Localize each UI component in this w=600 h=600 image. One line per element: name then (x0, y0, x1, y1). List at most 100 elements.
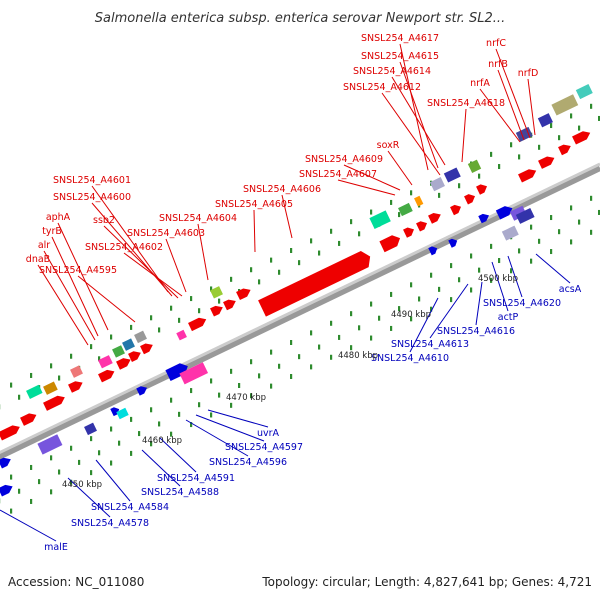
tick-mark (410, 190, 413, 196)
tick-mark (310, 238, 313, 244)
gene-label-reverse: SNSL254_A4584 (91, 502, 169, 513)
leader-line (95, 459, 131, 502)
accession-text: Accession: NC_011080 (8, 575, 144, 589)
gene-feature (416, 221, 428, 232)
tick-mark (470, 287, 473, 293)
tick-mark (150, 441, 153, 447)
tick-mark (358, 325, 361, 331)
tick-mark (218, 392, 221, 398)
tick-mark (250, 393, 253, 399)
gene-feature (210, 286, 223, 299)
leader-line (185, 419, 249, 457)
tick-mark (178, 317, 181, 323)
kbp-label: 4500 kbp (478, 274, 518, 284)
gene-arrow (140, 343, 153, 355)
gene-label-reverse: uvrA (257, 428, 280, 439)
tick-mark (150, 407, 153, 413)
tick-mark (78, 459, 81, 465)
tick-mark (558, 135, 561, 141)
gene-label-forward: SNSL254_A4602 (85, 242, 163, 253)
gene-box (515, 126, 533, 142)
tick-mark (318, 250, 321, 256)
gene-arrow (476, 184, 488, 195)
gene-label-forward: SNSL254_A4614 (353, 66, 431, 77)
gene-box (398, 202, 413, 217)
gene-label-reverse: SNSL254_A4620 (483, 298, 561, 309)
gene-arrow (110, 407, 120, 417)
gene-arrow (464, 194, 476, 205)
tick-mark (98, 356, 101, 362)
gene-box (84, 422, 97, 436)
gene-arrow (98, 369, 115, 383)
tick-mark (498, 164, 501, 170)
tick-mark (90, 436, 93, 442)
gene-feature (0, 425, 20, 441)
gene-label-forward: soxR (377, 140, 400, 151)
tick-mark (250, 359, 253, 365)
kbp-labels: 4450 kbp 4460 kbp 4470 kbp 4480 kbp 4490 kbp… (62, 274, 518, 490)
tick-mark (218, 298, 221, 304)
tick-mark (298, 354, 301, 360)
tick-mark (110, 334, 113, 340)
tick-mark (598, 115, 600, 121)
leader-line (37, 264, 89, 346)
gene-feature (509, 205, 527, 221)
label-leaders (0, 43, 571, 542)
gene-feature (98, 355, 113, 369)
gene-feature (0, 457, 11, 469)
gene-feature (20, 413, 37, 426)
leader-line (159, 437, 197, 473)
tick-mark (290, 374, 293, 379)
tick-mark (270, 257, 273, 263)
leader-line (123, 252, 183, 297)
tick-mark (550, 123, 553, 129)
tick-mark (330, 320, 333, 326)
gene-arrow (258, 250, 371, 317)
leader-line (91, 185, 169, 293)
tick-mark (158, 327, 161, 333)
gene-feature (414, 195, 424, 207)
kbp-label: 4470 kbp (226, 393, 266, 403)
gene-box (429, 177, 445, 192)
gene-feature (70, 365, 83, 378)
tick-mark (278, 269, 281, 275)
gene-arrow (223, 299, 236, 311)
gene-feature (110, 407, 120, 417)
kbp-label: 4460 kbp (142, 436, 182, 446)
gene-feature (501, 225, 519, 241)
tick-mark (530, 224, 533, 230)
gene-arrow (448, 238, 458, 248)
tick-mark (398, 212, 401, 218)
tick-mark (478, 173, 481, 179)
tick-mark (178, 411, 181, 417)
leader-line (495, 48, 531, 139)
gene-feature (558, 144, 571, 156)
tick-mark (470, 253, 473, 259)
tick-mark (390, 291, 393, 297)
tick-mark (18, 488, 21, 494)
leader-line (77, 275, 136, 323)
gene-arrow (116, 358, 131, 370)
gene-feature (98, 369, 115, 383)
tick-mark (198, 402, 201, 408)
leader-line (381, 92, 441, 176)
gene-feature (495, 206, 513, 220)
tick-mark (338, 240, 341, 246)
gene-arrow (428, 213, 441, 224)
gene-arrow (43, 395, 65, 411)
gene-box (70, 365, 83, 378)
tick-mark (290, 340, 293, 345)
leader-line (43, 250, 96, 341)
tick-mark (70, 445, 73, 451)
gene-label-forward: nrfC (486, 38, 506, 49)
tick-mark (170, 305, 173, 311)
leader-line (0, 509, 57, 542)
leader-line (429, 283, 469, 339)
tick-mark (50, 455, 53, 461)
tick-mark (10, 382, 13, 388)
tick-mark (258, 279, 261, 285)
tick-mark (410, 316, 413, 322)
tick-mark (490, 151, 493, 157)
leader-line (103, 225, 179, 299)
tick-mark (438, 192, 441, 198)
